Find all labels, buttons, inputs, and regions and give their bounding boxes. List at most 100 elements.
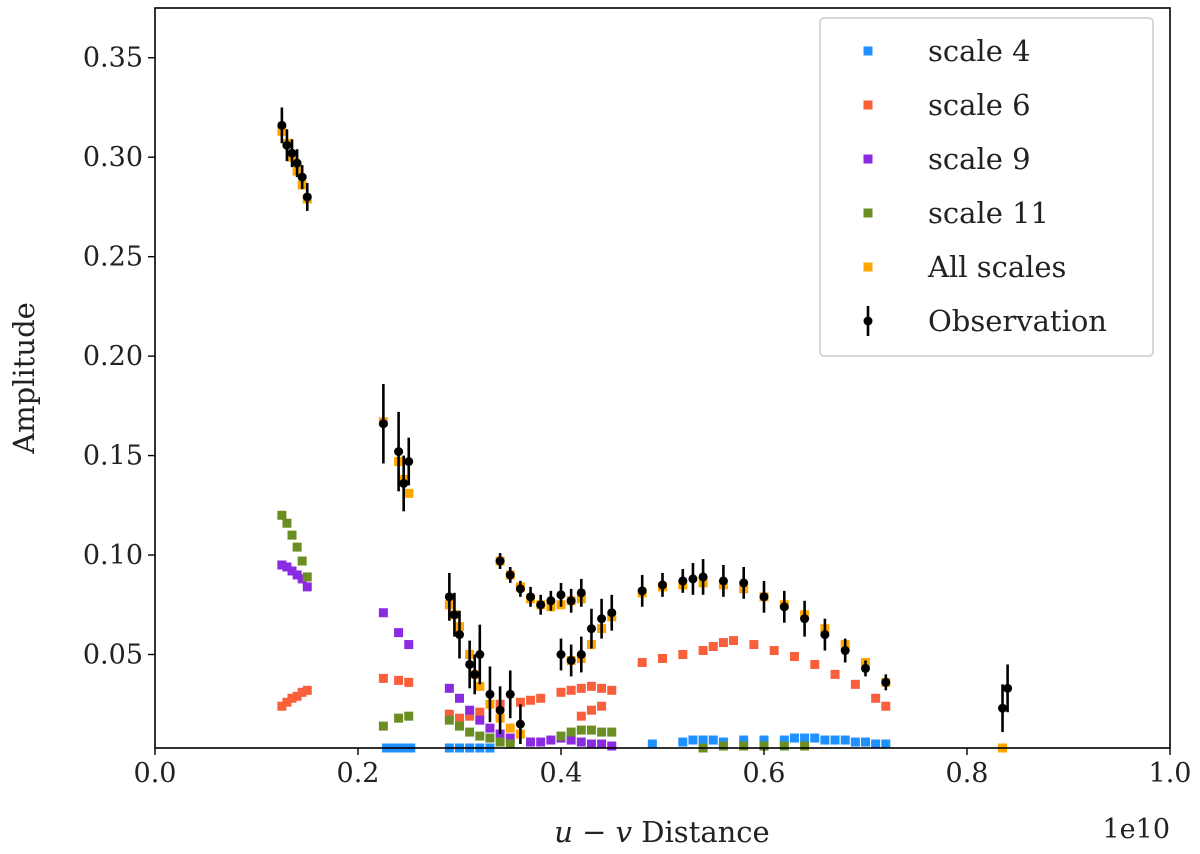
x-axis: 0.0 0.2 0.4 0.6 0.8 1.0 — [134, 748, 1191, 789]
scale-9-point — [297, 574, 307, 584]
scale-11-point — [718, 741, 728, 751]
y-tick-label: 0.30 — [83, 142, 143, 173]
scale-4-point — [789, 733, 799, 743]
series-scale-9 — [277, 560, 617, 751]
y-axis-label: Amplitude — [7, 302, 41, 455]
observation-point — [566, 655, 576, 665]
scale-9-point — [607, 741, 617, 751]
y-tick-label: 0.25 — [83, 242, 143, 273]
scale-6-point — [871, 693, 881, 703]
scale-6-point — [475, 707, 485, 717]
scale-11-point — [287, 530, 297, 540]
scale-11-point — [495, 737, 505, 747]
observation-point — [399, 478, 409, 488]
scale-6-point — [749, 640, 759, 650]
observation-point — [475, 650, 485, 660]
scale-6-point — [597, 701, 607, 711]
scale-4-point — [698, 735, 708, 745]
x-axis-offset-text: 1e10 — [1102, 814, 1170, 845]
scale-6-point — [515, 697, 525, 707]
observation-point — [282, 140, 292, 150]
legend-box — [819, 17, 1154, 357]
x-axis-label-rest: Distance — [632, 815, 770, 849]
observation-point — [566, 596, 576, 606]
x-axis-label-italic: u − v — [554, 815, 632, 849]
scale-11-point — [607, 727, 617, 737]
scale-6-point — [729, 636, 739, 646]
scale-11-point — [485, 733, 495, 743]
scale-11-point — [277, 510, 287, 520]
scale-11-point — [282, 518, 292, 528]
scale-11-point — [404, 711, 414, 721]
observation-point — [515, 719, 525, 729]
observation-point — [495, 556, 505, 566]
legend: scale 4 scale 6 scale 9 scale 11 All scales O… — [819, 17, 1154, 357]
scale-4-point — [647, 739, 657, 749]
observation-point — [678, 576, 688, 586]
scale-4-point — [688, 735, 698, 745]
legend-label: scale 6 — [928, 88, 1031, 122]
scale-6-point — [769, 646, 779, 656]
scale-9-point — [292, 570, 302, 580]
scale-11-point — [292, 542, 302, 552]
observation-point — [536, 600, 546, 610]
x-tick-label: 0.6 — [743, 758, 786, 789]
scale-9-point — [378, 608, 388, 618]
scale-6-point — [302, 685, 312, 695]
scale-9-point — [404, 640, 414, 650]
scale-11-point — [378, 721, 388, 731]
scale-11-point — [297, 556, 307, 566]
scale-11-point — [597, 727, 607, 737]
scale-6-point — [394, 675, 404, 685]
scale-11-point — [465, 727, 475, 737]
legend-label: scale 4 — [928, 34, 1031, 68]
legend-marker — [863, 100, 873, 110]
scale-9-point — [302, 582, 312, 592]
observation-point — [449, 610, 459, 620]
observation-point — [297, 172, 307, 182]
observation-point — [658, 580, 667, 590]
all-scales-point — [475, 681, 485, 691]
plot-frame — [154, 7, 1171, 749]
scale-6-point — [607, 685, 617, 695]
scale-6-point — [576, 711, 586, 721]
scale-6-point — [287, 693, 297, 703]
x-tick-label: 0.8 — [946, 758, 989, 789]
series-scale-11 — [277, 510, 810, 753]
scale-9-point — [394, 628, 404, 638]
observation-point — [394, 447, 404, 457]
observation-point — [495, 705, 505, 715]
observation-point — [515, 584, 525, 594]
scale-6-point — [282, 697, 292, 707]
scale-9-point — [505, 733, 515, 743]
scale-11-point — [302, 572, 312, 582]
y-tick-label: 0.15 — [83, 441, 143, 472]
scale-6-point — [586, 681, 596, 691]
scale-6-point — [465, 711, 475, 721]
observation-point — [576, 588, 586, 598]
scale-6-point — [678, 650, 688, 660]
observation-point — [688, 574, 698, 584]
observation-point — [444, 592, 454, 602]
series-scale-6 — [277, 636, 891, 723]
scale-9-point — [475, 715, 485, 725]
scale-4-point — [820, 735, 830, 745]
scale-11-point — [800, 741, 810, 751]
scale-6-point — [789, 651, 799, 661]
observation-point — [287, 148, 297, 158]
scale-6-point — [708, 642, 718, 652]
plot-area — [277, 107, 1013, 753]
scale-11-point — [444, 715, 454, 725]
scale-9-point — [287, 566, 297, 576]
scale-9-point — [455, 693, 464, 703]
scale-6-point — [658, 653, 667, 663]
observation-point — [1003, 683, 1013, 693]
scale-9-point — [597, 739, 607, 749]
scale-6-point — [378, 673, 388, 683]
observation-point — [759, 592, 769, 602]
scale-9-point — [282, 562, 292, 572]
scale-11-point — [455, 721, 464, 731]
y-tick-label: 0.10 — [83, 540, 143, 571]
scale-6-point — [455, 713, 464, 723]
scale-9-point — [576, 737, 586, 747]
